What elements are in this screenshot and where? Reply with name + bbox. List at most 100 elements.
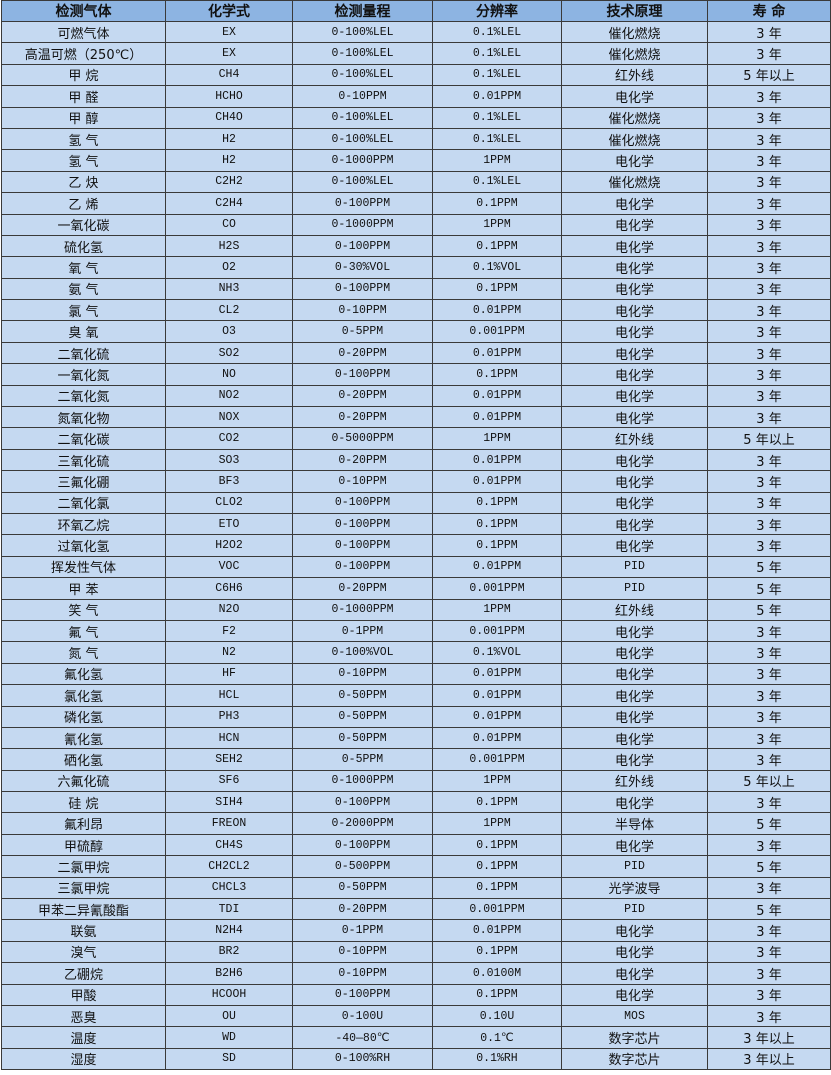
gas-name-cell: 环氧乙烷 (1, 512, 166, 536)
formula-cell: N2O (165, 598, 293, 621)
formula-cell: VOC (165, 555, 293, 579)
lifespan-cell: 3 年 (707, 1004, 831, 1028)
range-cell: 0-20PPM (292, 341, 433, 365)
formula-cell: CL2 (165, 299, 293, 322)
lifespan-cell: 3 年 (707, 983, 831, 1006)
gas-name-cell: 氯 气 (1, 299, 166, 322)
gas-name-cell: 一氧化碳 (1, 213, 166, 236)
table-row: 二氧化硫 SO2 0-20PPM 0.01PPM 电化学 3 年 (1, 341, 831, 365)
lifespan-cell: 3 年 (707, 662, 831, 686)
gas-name-cell: 挥发性气体 (1, 555, 166, 579)
formula-cell: HCOOH (165, 983, 293, 1006)
principle-cell: 光学波导 (561, 876, 708, 900)
formula-cell: F2 (165, 619, 293, 643)
lifespan-cell: 3 年 (707, 491, 831, 514)
range-cell: 0-100PPM (292, 534, 433, 557)
col-header-resolution: 分辨率 (432, 0, 562, 22)
table-row: 硫化氢 H2S 0-100PPM 0.1PPM 电化学 3 年 (1, 234, 831, 258)
principle-cell: PID (561, 577, 708, 600)
resolution-cell: 0.1%LEL (432, 127, 562, 151)
range-cell: 0-100%LEL (292, 63, 433, 87)
range-cell: 0-20PPM (292, 577, 433, 600)
formula-cell: CLO2 (165, 491, 293, 514)
table-row: 氮 气 N2 0-100%VOL 0.1%VOL 电化学 3 年 (1, 641, 831, 664)
resolution-cell: 0.1PPM (432, 940, 562, 964)
gas-name-cell: 氧 气 (1, 256, 166, 279)
lifespan-cell: 3 年 (707, 619, 831, 643)
gas-name-cell: 一氧化氮 (1, 363, 166, 386)
gas-name-cell: 六氟化硫 (1, 769, 166, 793)
table-row: 高温可燃（250℃） EX 0-100%LEL 0.1%LEL 催化燃烧 3 年 (1, 42, 831, 65)
principle-cell: 数字芯片 (561, 1047, 708, 1071)
range-cell: 0-10PPM (292, 85, 433, 108)
range-cell: 0-5PPM (292, 748, 433, 771)
table-row: 氯 气 CL2 0-10PPM 0.01PPM 电化学 3 年 (1, 299, 831, 322)
table-row: 湿度 SD 0-100%RH 0.1%RH 数字芯片 3 年以上 (1, 1047, 831, 1071)
lifespan-cell: 3 年 (707, 833, 831, 857)
range-cell: 0-50PPM (292, 726, 433, 750)
table-row: 氢 气 H2 0-100%LEL 0.1%LEL 催化燃烧 3 年 (1, 127, 831, 151)
principle-cell: 电化学 (561, 192, 708, 215)
formula-cell: OU (165, 1004, 293, 1028)
resolution-cell: 0.01PPM (432, 726, 562, 750)
formula-cell: CH2CL2 (165, 855, 293, 878)
lifespan-cell: 3 年 (707, 919, 831, 942)
gas-name-cell: 过氧化氢 (1, 534, 166, 557)
table-row: 氯化氢 HCL 0-50PPM 0.01PPM 电化学 3 年 (1, 684, 831, 707)
col-header-formula: 化学式 (165, 0, 293, 22)
formula-cell: CH4O (165, 106, 293, 129)
range-cell: 0-100PPM (292, 363, 433, 386)
principle-cell: 电化学 (561, 940, 708, 964)
lifespan-cell: 3 年 (707, 42, 831, 65)
table-row: 甲硫醇 CH4S 0-100PPM 0.1PPM 电化学 3 年 (1, 833, 831, 857)
table-row: 二氧化氮 NO2 0-20PPM 0.01PPM 电化学 3 年 (1, 384, 831, 408)
principle-cell: 电化学 (561, 641, 708, 664)
gas-name-cell: 乙硼烷 (1, 962, 166, 985)
resolution-cell: 0.01PPM (432, 684, 562, 707)
principle-cell: 电化学 (561, 85, 708, 108)
formula-cell: SEH2 (165, 748, 293, 771)
formula-cell: H2S (165, 234, 293, 258)
resolution-cell: 0.1PPM (432, 512, 562, 536)
table-row: 过氧化氢 H2O2 0-100PPM 0.1PPM 电化学 3 年 (1, 534, 831, 557)
formula-cell: CHCL3 (165, 876, 293, 900)
range-cell: 0-10PPM (292, 940, 433, 964)
lifespan-cell: 3 年 (707, 406, 831, 429)
formula-cell: CO (165, 213, 293, 236)
range-cell: 0-20PPM (292, 384, 433, 408)
gas-name-cell: 硒化氢 (1, 748, 166, 771)
table-row: 乙 炔 C2H2 0-100%LEL 0.1%LEL 催化燃烧 3 年 (1, 170, 831, 194)
formula-cell: O2 (165, 256, 293, 279)
table-row: 一氧化氮 NO 0-100PPM 0.1PPM 电化学 3 年 (1, 363, 831, 386)
resolution-cell: 0.01PPM (432, 85, 562, 108)
table-row: 可燃气体 EX 0-100%LEL 0.1%LEL 催化燃烧 3 年 (1, 20, 831, 44)
principle-cell: 催化燃烧 (561, 127, 708, 151)
range-cell: 0-10PPM (292, 299, 433, 322)
table-row: 二氯甲烷 CH2CL2 0-500PPM 0.1PPM PID 5 年 (1, 855, 831, 878)
gas-name-cell: 甲 醛 (1, 85, 166, 108)
table-row: 氟化氢 HF 0-10PPM 0.01PPM 电化学 3 年 (1, 662, 831, 686)
resolution-cell: 0.1%LEL (432, 20, 562, 44)
formula-cell: H2 (165, 149, 293, 172)
range-cell: 0-50PPM (292, 705, 433, 728)
table-row: 二氧化氯 CLO2 0-100PPM 0.1PPM 电化学 3 年 (1, 491, 831, 514)
principle-cell: PID (561, 555, 708, 579)
col-header-gas: 检测气体 (1, 0, 166, 22)
range-cell: 0-1000PPM (292, 149, 433, 172)
lifespan-cell: 3 年 (707, 448, 831, 472)
table-row: 三氧化硫 SO3 0-20PPM 0.01PPM 电化学 3 年 (1, 448, 831, 472)
principle-cell: 电化学 (561, 619, 708, 643)
resolution-cell: 1PPM (432, 149, 562, 172)
resolution-cell: 0.01PPM (432, 662, 562, 686)
formula-cell: SO3 (165, 448, 293, 472)
resolution-cell: 1PPM (432, 427, 562, 450)
col-header-lifespan: 寿 命 (707, 0, 831, 22)
resolution-cell: 1PPM (432, 812, 562, 835)
principle-cell: PID (561, 898, 708, 921)
lifespan-cell: 5 年以上 (707, 427, 831, 450)
resolution-cell: 0.1PPM (432, 855, 562, 878)
principle-cell: 电化学 (561, 384, 708, 408)
table-row: 氟 气 F2 0-1PPM 0.001PPM 电化学 3 年 (1, 619, 831, 643)
gas-name-cell: 恶臭 (1, 1004, 166, 1028)
lifespan-cell: 3 年 (707, 256, 831, 279)
